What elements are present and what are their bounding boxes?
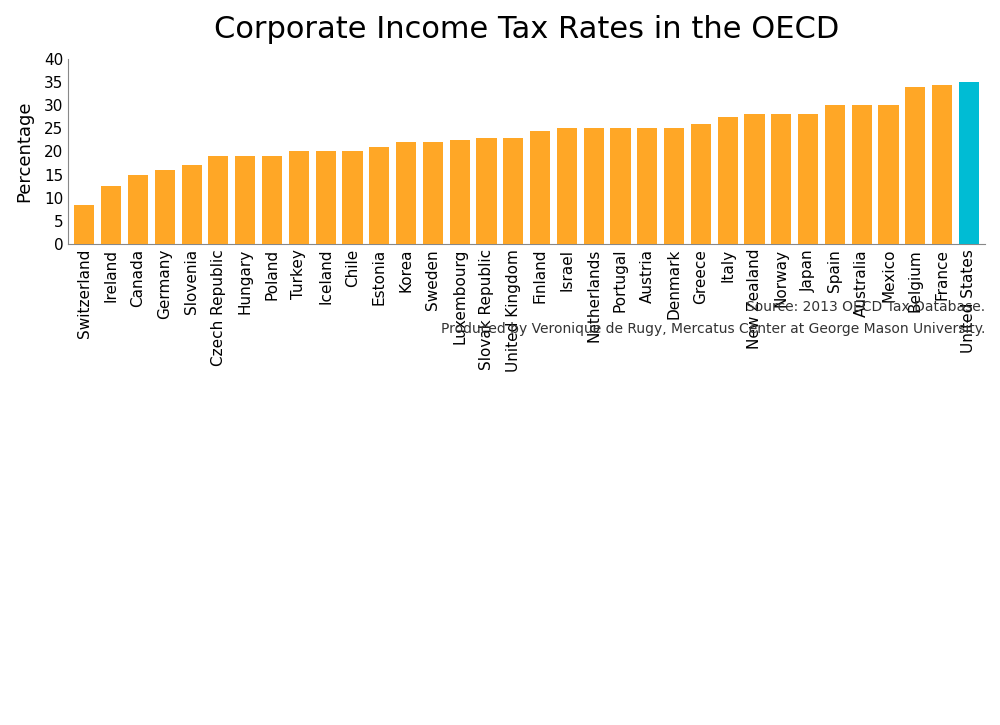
Title: Corporate Income Tax Rates in the OECD: Corporate Income Tax Rates in the OECD: [214, 15, 839, 44]
Bar: [128, 175, 148, 244]
Bar: [342, 152, 363, 244]
Bar: [905, 86, 925, 244]
Bar: [878, 105, 899, 244]
Bar: [262, 156, 282, 244]
Bar: [664, 128, 684, 244]
Y-axis label: Percentage: Percentage: [15, 101, 33, 202]
Bar: [771, 115, 791, 244]
Bar: [476, 138, 497, 244]
Bar: [208, 156, 228, 244]
Bar: [798, 115, 818, 244]
Bar: [316, 152, 336, 244]
Bar: [450, 140, 470, 244]
Bar: [289, 152, 309, 244]
Bar: [182, 165, 202, 244]
Bar: [101, 186, 121, 244]
Bar: [932, 85, 952, 244]
Bar: [74, 204, 94, 244]
Bar: [503, 138, 523, 244]
Bar: [852, 105, 872, 244]
Bar: [959, 82, 979, 244]
Bar: [584, 128, 604, 244]
Bar: [423, 142, 443, 244]
Bar: [637, 128, 657, 244]
Bar: [557, 128, 577, 244]
Bar: [744, 115, 765, 244]
Bar: [235, 156, 255, 244]
Bar: [691, 124, 711, 244]
Bar: [530, 130, 550, 244]
Bar: [718, 117, 738, 244]
Bar: [155, 170, 175, 244]
Bar: [610, 128, 631, 244]
Bar: [825, 105, 845, 244]
Bar: [369, 146, 389, 244]
Bar: [396, 142, 416, 244]
Text: Produced by Veronique de Rugy, Mercatus Center at George Mason University.: Produced by Veronique de Rugy, Mercatus …: [441, 322, 985, 336]
Text: Source: 2013 OECD Tax Database.: Source: 2013 OECD Tax Database.: [746, 300, 985, 315]
